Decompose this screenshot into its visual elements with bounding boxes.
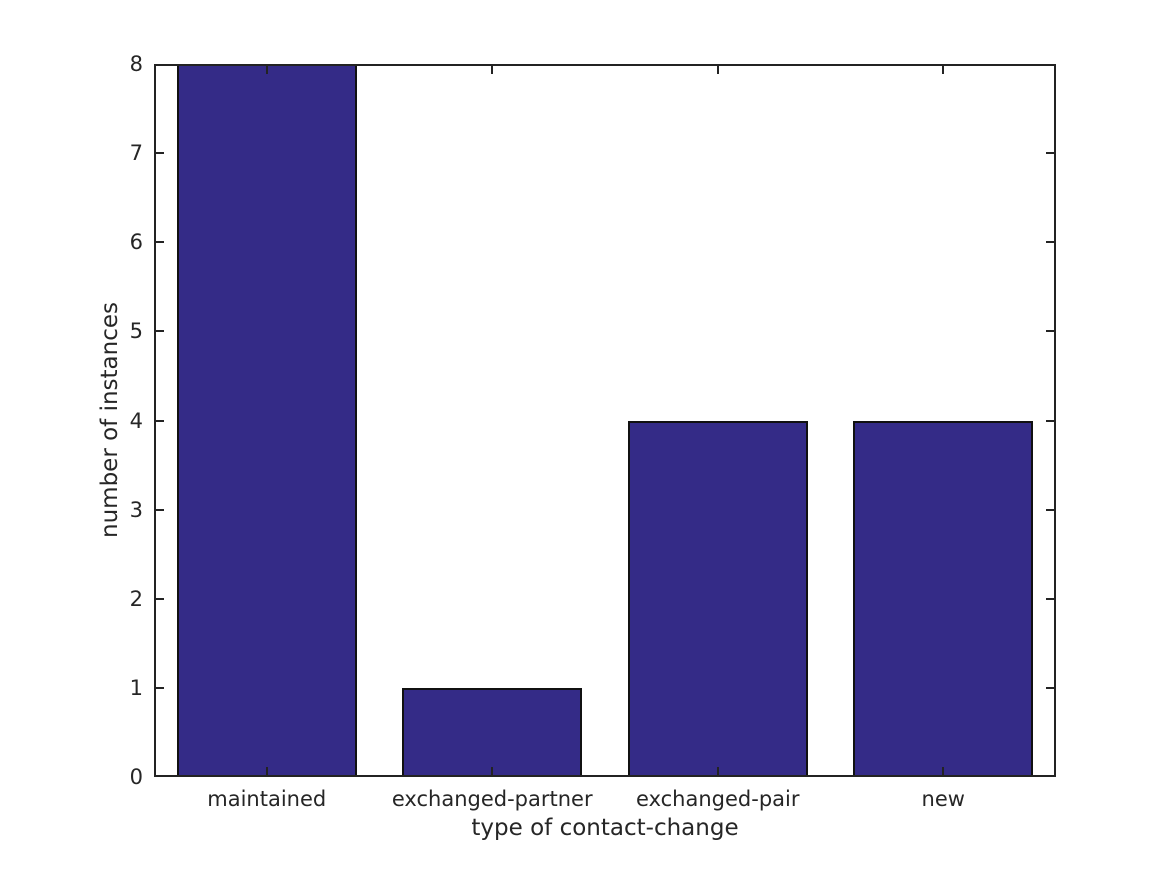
y-tick xyxy=(154,64,164,66)
y-tick-right xyxy=(1046,775,1056,777)
y-tick-right xyxy=(1046,64,1056,66)
x-tick xyxy=(716,767,719,777)
x-axis-label: type of contact-change xyxy=(471,815,739,841)
x-tick-top xyxy=(265,64,268,74)
x-tick-label: exchanged-partner xyxy=(391,787,593,811)
y-tick-right xyxy=(1046,241,1056,244)
y-tick-right xyxy=(1046,330,1056,333)
y-tick-label: 7 xyxy=(129,141,143,166)
bar-maintained xyxy=(176,64,357,777)
y-tick-right xyxy=(1046,686,1056,689)
x-tick xyxy=(942,767,945,777)
y-tick xyxy=(154,508,164,511)
y-tick xyxy=(154,686,164,689)
y-tick-right xyxy=(1046,152,1056,155)
y-tick-label: 3 xyxy=(129,497,143,522)
x-tick-top xyxy=(942,64,945,74)
y-tick xyxy=(154,241,164,244)
x-tick xyxy=(265,767,268,777)
y-tick-right xyxy=(1046,597,1056,600)
x-tick-top xyxy=(491,64,494,74)
y-tick-label: 5 xyxy=(129,319,143,344)
plot-area xyxy=(154,64,1056,777)
x-tick-top xyxy=(716,64,719,74)
bar-new xyxy=(853,420,1034,777)
y-tick-label: 0 xyxy=(129,765,143,789)
x-tick xyxy=(491,767,494,777)
y-tick-label: 1 xyxy=(129,675,143,700)
x-tick-label: new xyxy=(921,787,965,811)
x-tick-label: maintained xyxy=(207,787,327,811)
y-tick xyxy=(154,775,164,777)
y-tick-label: 2 xyxy=(129,586,143,611)
y-tick-label: 4 xyxy=(129,408,143,433)
y-tick-right xyxy=(1046,508,1056,511)
x-tick-label: exchanged-pair xyxy=(636,787,800,811)
y-tick xyxy=(154,419,164,422)
bar-exchanged-pair xyxy=(627,420,808,777)
y-tick-label: 8 xyxy=(129,52,143,76)
y-tick xyxy=(154,597,164,600)
y-tick-right xyxy=(1046,419,1056,422)
y-tick xyxy=(154,152,164,155)
bar-exchanged-partner xyxy=(402,687,583,777)
y-tick xyxy=(154,330,164,333)
y-tick-label: 6 xyxy=(129,230,143,255)
